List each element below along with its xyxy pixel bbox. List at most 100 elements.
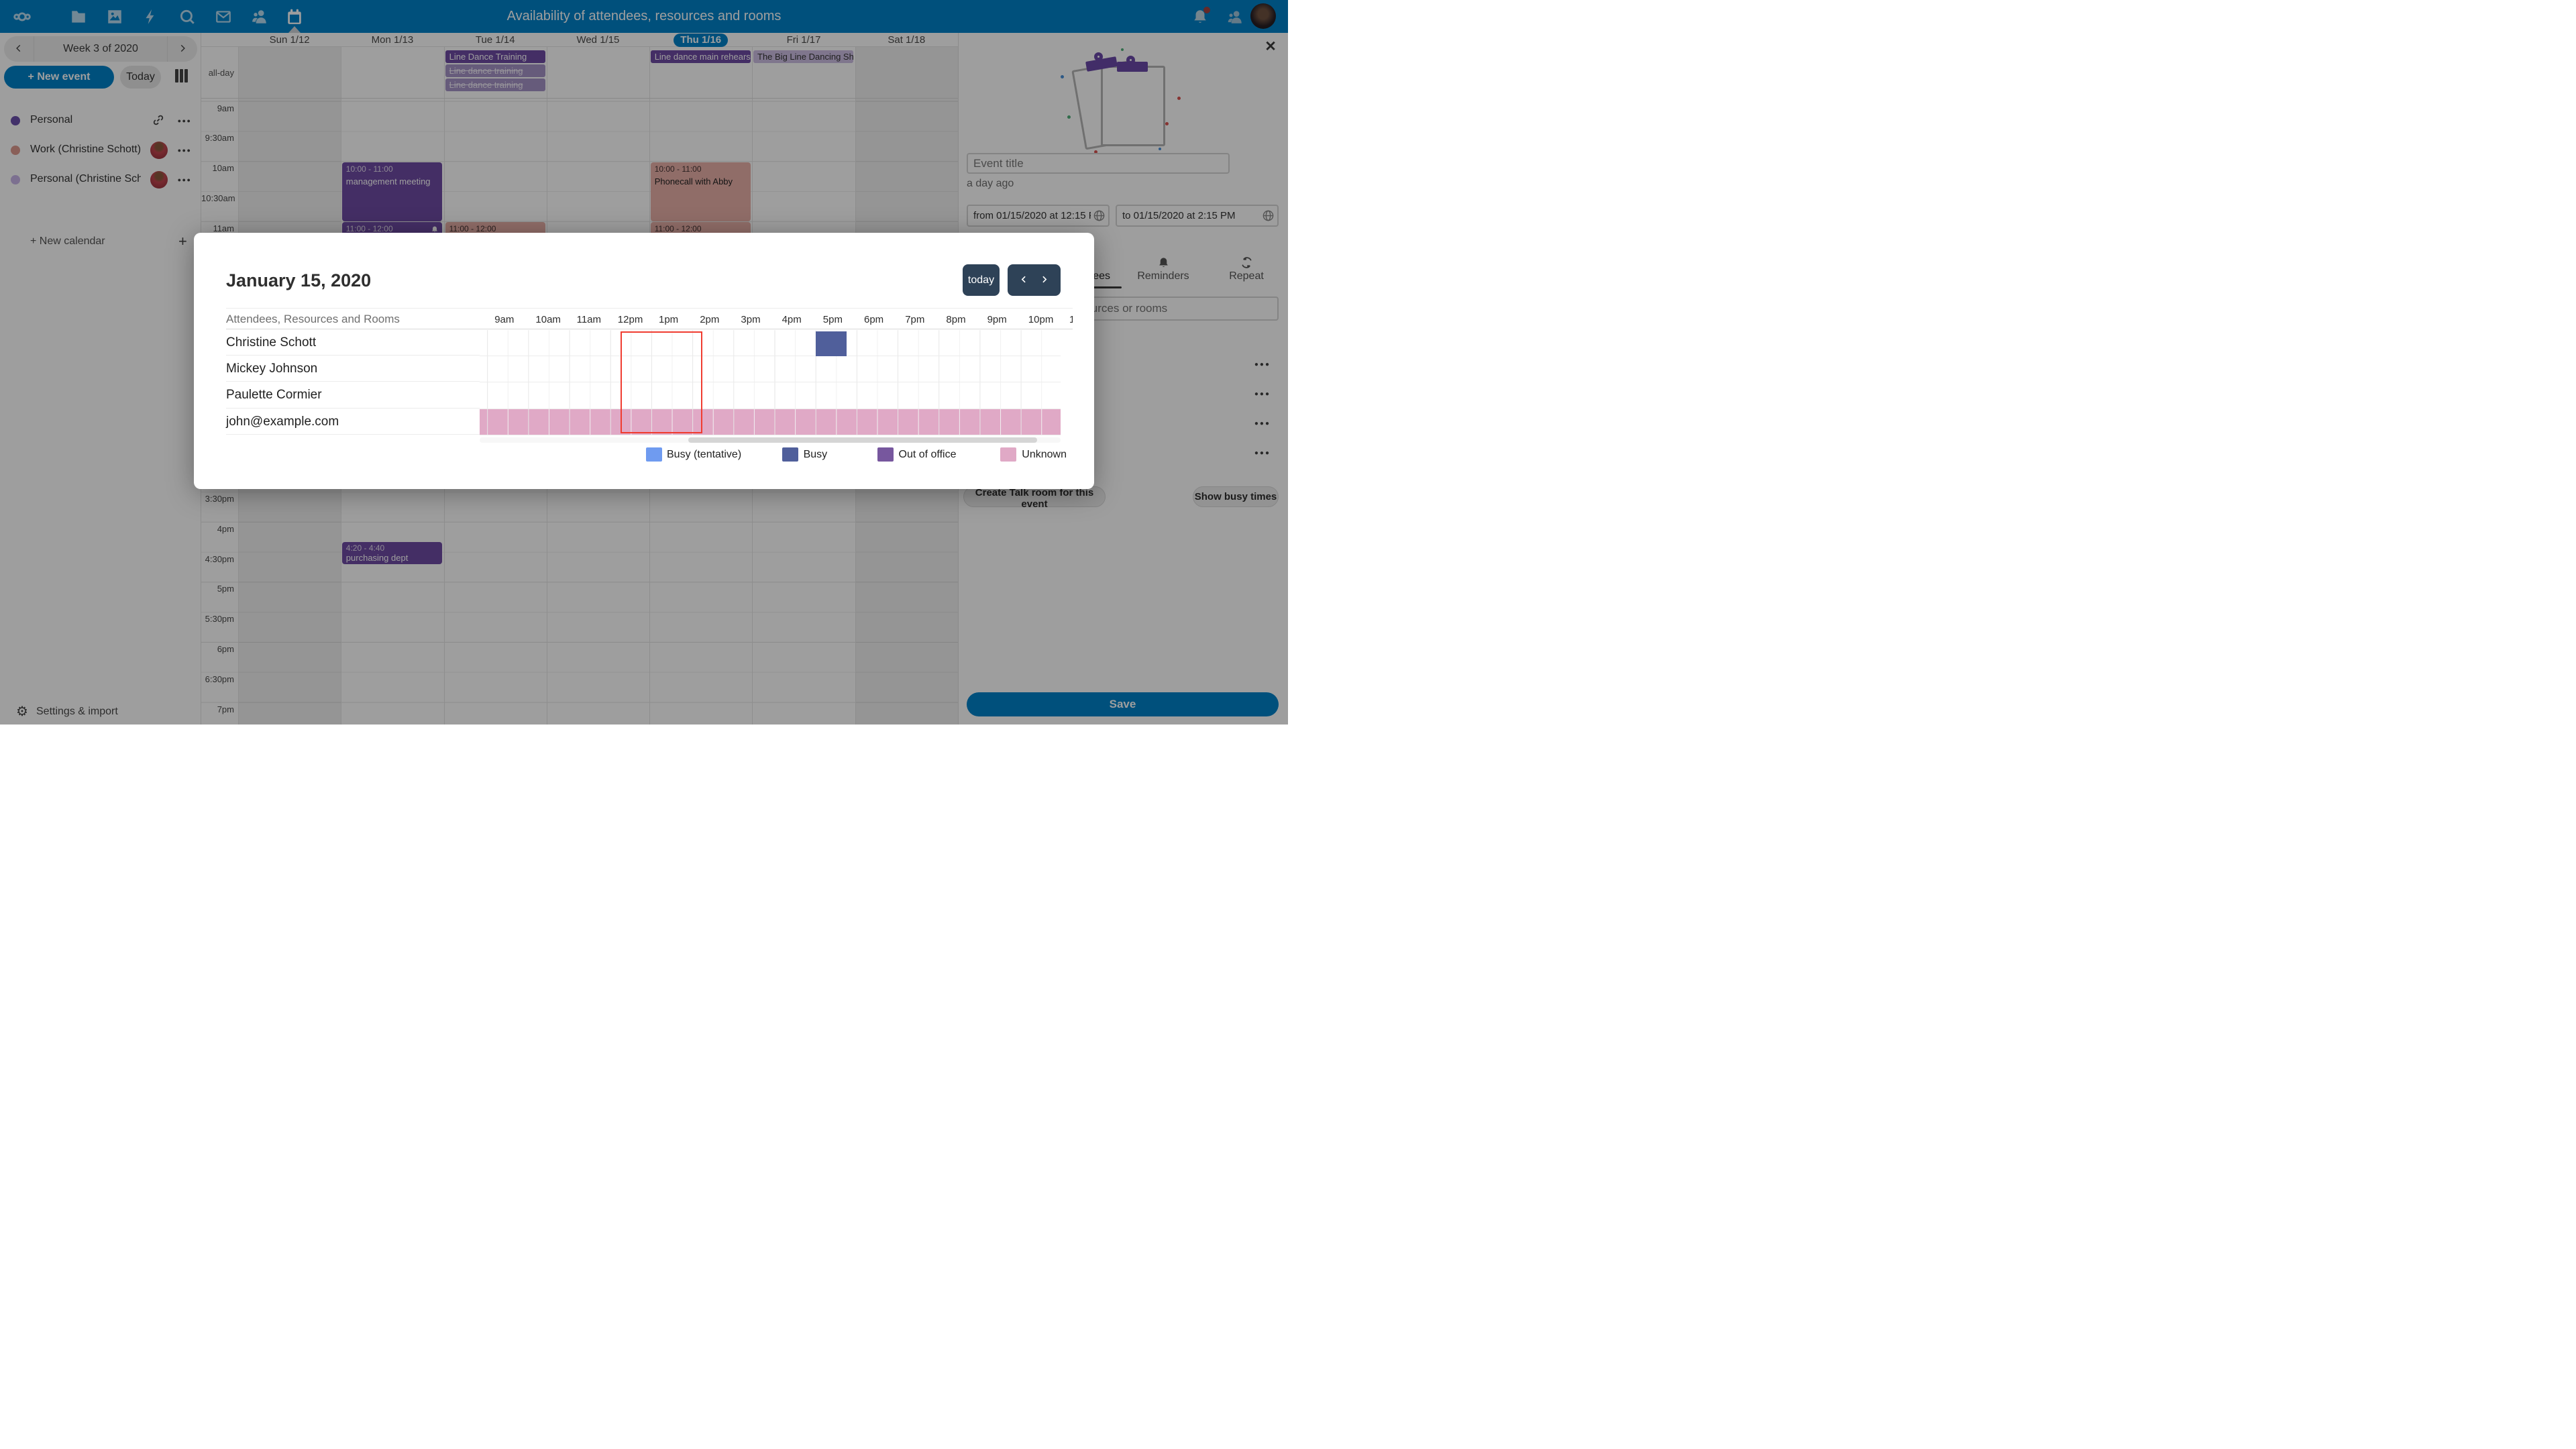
active-app-indicator xyxy=(288,26,301,33)
day-header[interactable]: Sat 1/18 xyxy=(888,34,926,46)
day-header[interactable]: Tue 1/14 xyxy=(475,34,515,46)
calendar-list-item[interactable]: Personal ●●● xyxy=(0,106,201,136)
time-label: 7pm xyxy=(217,704,234,714)
modal-prev-next-buttons[interactable] xyxy=(1008,264,1061,296)
day-header[interactable]: Wed 1/15 xyxy=(576,34,620,46)
time-label: 6:30pm xyxy=(205,674,234,684)
attendee-actions-menu[interactable]: ●●● xyxy=(1254,361,1271,368)
calendar-actions-menu[interactable]: ●●● xyxy=(177,147,192,154)
event-time-selection[interactable] xyxy=(621,331,703,433)
calendar-name: Personal (Christine Scho…) xyxy=(30,173,141,184)
top-header-bar: Availability of attendees, resources and… xyxy=(0,0,1288,33)
allday-event[interactable]: Line Dance Training xyxy=(445,50,545,63)
event-management-meeting[interactable]: 10:00 - 11:00 management meeting xyxy=(341,162,442,221)
grid-scrollbar xyxy=(480,437,1061,443)
calendar-actions-menu[interactable]: ●●● xyxy=(177,176,192,183)
day-header[interactable]: Mon 1/13 xyxy=(371,34,414,46)
calendar-list-item[interactable]: Work (Christine Schott) ●●● xyxy=(0,136,201,165)
alarm-bell-icon xyxy=(431,225,439,233)
calendar-list-item[interactable]: Personal (Christine Scho…) ●●● xyxy=(0,165,201,195)
attendees-column-header: Attendees, Resources and Rooms xyxy=(226,308,480,329)
legend-label: Unknown xyxy=(1022,449,1067,460)
nextcloud-logo-icon[interactable] xyxy=(13,8,50,25)
day-header[interactable]: Fri 1/17 xyxy=(786,34,821,46)
notifications-bell-icon[interactable] xyxy=(1191,7,1210,25)
chevron-right-icon xyxy=(1042,276,1047,282)
time-label: 10:30am xyxy=(201,193,235,203)
search-icon[interactable] xyxy=(178,8,196,25)
calendar-color-dot xyxy=(11,116,20,125)
event-phonecall-abby[interactable]: 10:00 - 11:00 Phonecall with Abby xyxy=(650,162,751,221)
busy-block xyxy=(815,331,847,356)
calendar-name: Personal xyxy=(30,114,73,125)
attendee-row-name: Christine Schott xyxy=(226,329,480,356)
attendee-actions-menu[interactable]: ●●● xyxy=(1254,449,1271,457)
day-header-active[interactable]: Thu 1/16 xyxy=(649,33,752,47)
new-calendar-plus-icon[interactable]: + xyxy=(178,233,187,250)
calendar-color-dot xyxy=(11,146,20,155)
legend-label: Busy xyxy=(803,449,828,460)
previous-week-button[interactable] xyxy=(4,36,34,62)
time-label: 11am xyxy=(213,223,234,233)
contacts-icon[interactable] xyxy=(251,8,268,25)
allday-event[interactable]: Line dance main rehearsal xyxy=(650,50,751,63)
create-talk-room-button[interactable]: Create Talk room for this event xyxy=(963,486,1106,510)
new-calendar-button[interactable]: + New calendar xyxy=(30,235,105,247)
event-purchasing-dept[interactable]: 4:20 - 4:40 purchasing dept xyxy=(341,542,442,564)
attendee-list-item: ●●● xyxy=(967,381,1279,411)
modal-today-button[interactable]: today xyxy=(963,264,1000,296)
weekend-shading xyxy=(238,47,341,98)
time-label: 9am xyxy=(217,103,234,113)
grid-lines xyxy=(480,330,1061,435)
calendar-icon[interactable] xyxy=(286,8,303,25)
timezone-globe-icon[interactable] xyxy=(1262,209,1275,222)
activity-icon[interactable] xyxy=(142,8,160,25)
gear-icon: ⚙ xyxy=(16,704,28,719)
page-title: Availability of attendees, resources and… xyxy=(506,9,782,23)
attendee-name-column: Attendees, Resources and Rooms Christine… xyxy=(226,308,480,435)
last-modified-label: a day ago xyxy=(967,178,1014,189)
attendee-row-name: Paulette Cormier xyxy=(226,382,480,409)
mail-icon[interactable] xyxy=(215,8,232,25)
chevron-left-icon xyxy=(1021,276,1026,282)
view-mode-toggle-icon[interactable] xyxy=(175,69,188,85)
time-label: 5pm xyxy=(217,584,234,594)
event-start-input[interactable] xyxy=(967,205,1110,227)
attendee-row-name: john@example.com xyxy=(226,409,480,435)
share-link-icon[interactable] xyxy=(152,113,165,127)
all-day-row: all-day Line Dance Training Line dance t… xyxy=(201,47,958,99)
legend-swatch-out-of-office xyxy=(877,447,894,462)
event-editor-sidebar: ✕ a day ago Attendees Reminders xyxy=(958,33,1288,724)
allday-event-declined[interactable]: Line dance training xyxy=(445,78,545,91)
event-title-input[interactable] xyxy=(967,153,1230,174)
time-label: 4:30pm xyxy=(205,553,234,564)
grid-scrollbar-thumb[interactable] xyxy=(688,437,1037,443)
availability-modal: January 15, 2020 today Attendees, Resour… xyxy=(194,233,1094,489)
tab-reminders[interactable]: Reminders xyxy=(1128,256,1199,282)
tab-repeat[interactable]: Repeat xyxy=(1211,256,1282,282)
user-avatar[interactable] xyxy=(1250,3,1276,29)
allday-event[interactable]: The Big Line Dancing Show xyxy=(753,50,853,63)
timezone-globe-icon[interactable] xyxy=(1093,209,1106,222)
event-end-input[interactable] xyxy=(1116,205,1279,227)
all-day-label: all-day xyxy=(208,68,234,78)
weekend-shading xyxy=(855,47,958,98)
calendar-actions-menu[interactable]: ●●● xyxy=(177,117,192,124)
files-icon[interactable] xyxy=(70,8,87,25)
show-busy-times-button[interactable]: Show busy times xyxy=(1193,486,1279,507)
save-button[interactable]: Save xyxy=(967,692,1279,716)
calendar-owner-avatar xyxy=(150,171,168,189)
day-header[interactable]: Sun 1/12 xyxy=(269,34,310,46)
attendee-actions-menu[interactable]: ●●● xyxy=(1254,390,1271,398)
next-week-button[interactable] xyxy=(168,36,197,62)
photos-icon[interactable] xyxy=(106,8,123,25)
today-button[interactable]: Today xyxy=(120,66,161,89)
attendee-actions-menu[interactable]: ●●● xyxy=(1254,420,1271,427)
settings-and-import[interactable]: ⚙ Settings & import xyxy=(16,704,118,719)
new-event-button[interactable]: + New event xyxy=(4,66,114,89)
allday-event-declined[interactable]: Line dance training xyxy=(445,64,545,77)
close-icon[interactable]: ✕ xyxy=(1265,39,1277,54)
attendee-list-item: ●●● xyxy=(967,440,1279,470)
notification-badge xyxy=(1203,7,1210,13)
contacts-menu-icon[interactable] xyxy=(1226,8,1244,25)
